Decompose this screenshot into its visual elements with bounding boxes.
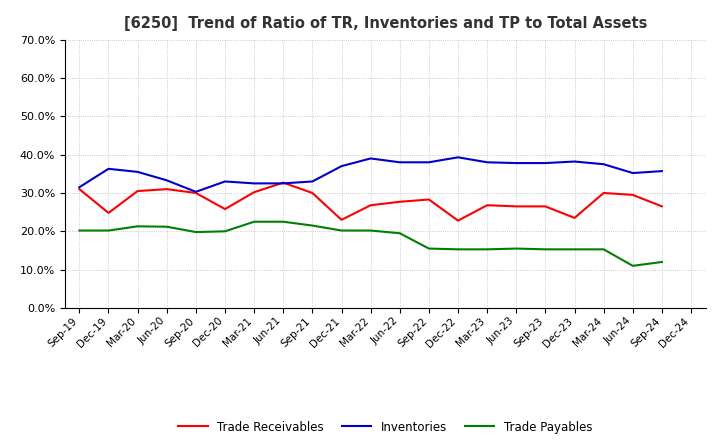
Trade Payables [192,229,200,235]
Trade Payables [220,229,229,234]
Inventories [483,160,492,165]
Trade Payables [279,219,287,224]
Trade Payables [425,246,433,251]
Trade Receivables [308,191,317,196]
Trade Payables [308,223,317,228]
Inventories [425,160,433,165]
Trade Receivables [541,204,550,209]
Trade Payables [395,231,404,236]
Inventories [366,156,375,161]
Line: Inventories: Inventories [79,158,662,192]
Trade Receivables [75,187,84,192]
Legend: Trade Receivables, Inventories, Trade Payables: Trade Receivables, Inventories, Trade Pa… [174,416,597,438]
Inventories [541,161,550,166]
Line: Trade Payables: Trade Payables [79,222,662,266]
Trade Receivables [192,191,200,196]
Inventories [220,179,229,184]
Inventories [192,189,200,194]
Trade Receivables [133,188,142,194]
Line: Trade Receivables: Trade Receivables [79,183,662,220]
Trade Payables [75,228,84,233]
Trade Payables [599,247,608,252]
Inventories [570,159,579,164]
Trade Payables [366,228,375,233]
Trade Receivables [395,199,404,205]
Inventories [104,166,113,172]
Trade Payables [570,247,579,252]
Title: [6250]  Trend of Ratio of TR, Inventories and TP to Total Assets: [6250] Trend of Ratio of TR, Inventories… [124,16,647,32]
Inventories [133,169,142,175]
Trade Receivables [366,202,375,208]
Trade Payables [250,219,258,224]
Trade Receivables [104,210,113,216]
Trade Receivables [483,202,492,208]
Inventories [337,164,346,169]
Trade Receivables [279,180,287,185]
Trade Receivables [425,197,433,202]
Trade Receivables [599,191,608,196]
Trade Payables [337,228,346,233]
Trade Receivables [454,218,462,223]
Inventories [75,185,84,190]
Trade Payables [163,224,171,229]
Inventories [308,179,317,184]
Inventories [279,181,287,186]
Trade Receivables [220,206,229,212]
Trade Receivables [657,204,666,209]
Trade Receivables [250,190,258,195]
Trade Receivables [337,217,346,223]
Trade Payables [629,263,637,268]
Inventories [163,178,171,183]
Trade Receivables [570,215,579,220]
Trade Payables [512,246,521,251]
Trade Payables [483,247,492,252]
Trade Payables [541,247,550,252]
Trade Receivables [512,204,521,209]
Inventories [395,160,404,165]
Inventories [250,181,258,186]
Trade Receivables [163,187,171,192]
Inventories [512,161,521,166]
Trade Payables [657,259,666,264]
Inventories [599,161,608,167]
Trade Payables [104,228,113,233]
Inventories [454,155,462,160]
Trade Payables [454,247,462,252]
Trade Receivables [629,192,637,198]
Inventories [629,170,637,176]
Inventories [657,169,666,174]
Trade Payables [133,224,142,229]
